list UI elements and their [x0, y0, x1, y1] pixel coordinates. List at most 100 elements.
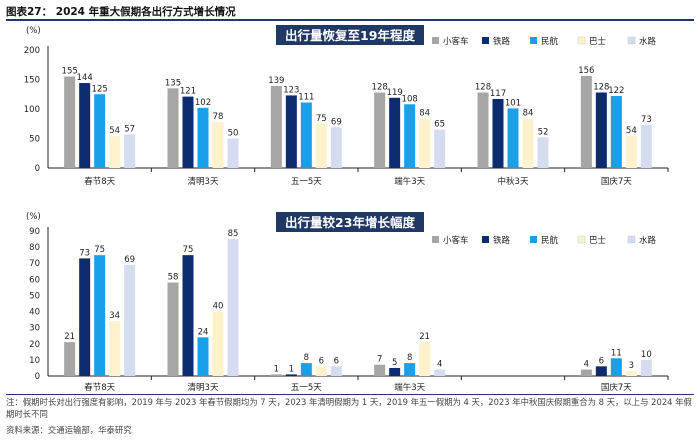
chart1-bar-1: [580, 75, 592, 168]
chart1-bar-3: [300, 102, 312, 168]
chart2-data-label: 69: [124, 255, 135, 265]
chart2-data-label: 5: [392, 358, 397, 368]
legend-label: 民航: [541, 235, 559, 246]
chart1-bar-1: [477, 92, 489, 168]
chart1-category-label: 五一5天: [291, 177, 322, 187]
chart1-bar-1: [64, 76, 76, 168]
chart1-category-label: 春节8天: [84, 176, 115, 187]
chart2-data-label: 85: [228, 229, 239, 239]
chart1-bar-5: [640, 124, 652, 168]
chart1-data-label: 123: [283, 85, 299, 95]
chart2-data-label: 8: [407, 353, 412, 363]
chart2-bar-4: [109, 321, 121, 376]
chart2-data-label: 21: [419, 332, 430, 342]
chart1-bar-4: [419, 118, 431, 168]
chart2-ytick-label: 30: [29, 324, 40, 334]
chart1-bar-2: [182, 96, 194, 168]
chart1-bar-5: [537, 137, 549, 168]
chart2-bar-3: [610, 358, 622, 376]
chart2-data-label: 1: [289, 364, 294, 374]
chart1-data-label: 111: [298, 93, 314, 103]
chart1-data-label: 54: [109, 126, 120, 136]
chart1-data-label: 50: [228, 129, 239, 139]
chart1-ytick-label: 50: [29, 135, 40, 145]
chart2-bar-2: [79, 258, 91, 376]
chart2-bar-4: [625, 371, 637, 376]
chart1-bar-2: [79, 83, 91, 168]
chart1-data-label: 69: [331, 117, 342, 127]
chart1-bar-1: [374, 92, 386, 168]
figure-title: 图表27： 2024 年重大假期各出行方式增长情况: [6, 6, 236, 18]
legend-label: 巴士: [589, 36, 607, 47]
chart2-bar-3: [404, 363, 416, 376]
chart1-data-label: 121: [180, 87, 196, 97]
chart1-data-label: 144: [77, 73, 93, 83]
chart2-data-label: 75: [94, 245, 105, 255]
chart2-category-label: 春节8天: [84, 382, 115, 393]
legend-label: 小客车: [443, 235, 469, 246]
chart2-ylabel: (%): [26, 212, 41, 222]
chart1-category-label: 中秋3天: [498, 176, 529, 187]
chart2-bar-2: [595, 366, 607, 376]
chart1-data-label: 75: [316, 114, 327, 124]
chart2-data-label: 21: [64, 332, 75, 342]
chart2-bar-4: [212, 311, 224, 376]
top-rule: [6, 19, 694, 21]
chart2-bar-3: [197, 337, 209, 376]
chart1-title-box: [276, 25, 424, 45]
chart1-bar-5: [434, 129, 446, 168]
legend-label: 铁路: [493, 235, 511, 246]
chart1-data-label: 119: [387, 88, 403, 98]
chart2-data-label: 6: [319, 356, 324, 366]
chart2-bar-2: [389, 367, 401, 376]
chart1-category-label: 清明3天: [188, 176, 219, 187]
chart2-data-label: 6: [334, 356, 339, 366]
chart1-bar-4: [212, 121, 224, 168]
chart2-bar-2: [182, 255, 194, 376]
chart1-title: 出行量恢复至19年程度: [285, 28, 415, 43]
chart2-bar-3: [94, 255, 106, 376]
chart1-bar-3: [404, 104, 416, 168]
chart1-bar-2: [595, 92, 607, 168]
legend-label: 小客车: [443, 36, 469, 47]
chart1-bar-3: [94, 94, 106, 168]
source-line: 资料来源：交通运输部，华泰研究: [6, 425, 132, 435]
chart2-data-label: 75: [183, 245, 194, 255]
chart1-data-label: 84: [523, 108, 534, 118]
legend-label: 水路: [639, 36, 657, 47]
chart2-bar-2: [285, 374, 297, 376]
chart1-data-label: 52: [538, 127, 549, 137]
chart1-bar-1: [270, 85, 282, 168]
bottom-rule: [6, 394, 694, 395]
chart1-bar-4: [315, 123, 327, 168]
chart1-data-label: 135: [165, 78, 181, 88]
chart2-bar-1: [374, 364, 386, 376]
footnote: 注：假期时长对出行强度有影响，2019 年与 2023 年春节假期均为 7 天，…: [6, 397, 692, 419]
chart2-data-label: 8: [304, 353, 309, 363]
chart2-ytick-label: 60: [29, 275, 40, 285]
chart2-data-label: 40: [213, 302, 224, 312]
legend-swatch-2: [482, 236, 489, 243]
chart1-bar-4: [109, 136, 121, 168]
chart2-data-label: 73: [79, 248, 90, 258]
chart1-ytick-label: 0: [35, 164, 40, 174]
chart1-data-label: 122: [608, 86, 624, 96]
chart2-data-label: 6: [599, 356, 604, 366]
chart2-data-label: 4: [437, 360, 442, 370]
chart1-data-label: 73: [641, 115, 652, 125]
chart1-data-label: 117: [490, 89, 506, 99]
chart2-ytick-label: 20: [29, 340, 40, 350]
chart1-data-label: 84: [419, 108, 430, 118]
chart2-data-label: 11: [611, 348, 622, 358]
chart2-title: 出行量较23年增长幅度: [285, 215, 415, 230]
legend-label: 民航: [541, 36, 559, 47]
chart2-bar-4: [315, 366, 327, 376]
chart1-category-label: 端午3天: [394, 176, 425, 187]
chart2-bar-5: [227, 239, 239, 376]
chart1-data-label: 108: [402, 94, 418, 104]
chart2-bar-1: [270, 374, 282, 376]
chart2-data-label: 58: [168, 273, 179, 283]
chart1-bar-5: [227, 138, 239, 168]
chart2-ytick-label: 90: [29, 227, 40, 237]
